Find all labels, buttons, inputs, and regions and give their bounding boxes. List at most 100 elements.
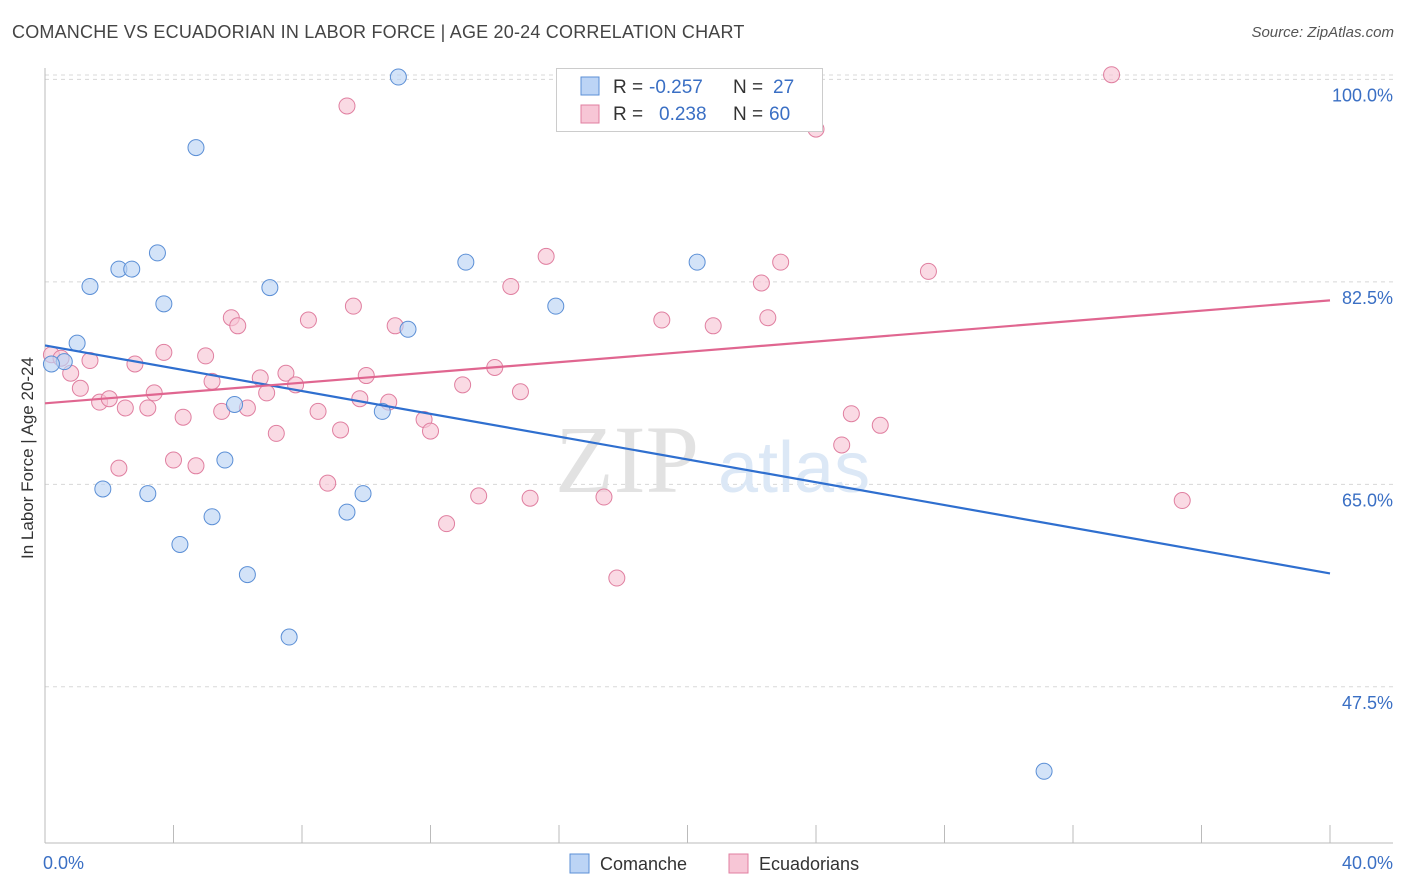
x-tick-label-min: 0.0% — [43, 853, 84, 873]
ecuadorians-point-32 — [344, 297, 362, 315]
ecuadorians-point-24 — [267, 424, 285, 442]
source-label: Source: ZipAtlas.com — [1251, 24, 1394, 41]
comanche-points — [42, 68, 1053, 780]
y-tick-label-1: 65.0% — [1342, 490, 1393, 510]
ecuadorians-point-47 — [595, 488, 613, 506]
ecuadorians-point-51 — [752, 274, 770, 292]
watermark-zip: ZIP — [555, 406, 699, 513]
ecuadorians-point-27 — [299, 311, 317, 329]
ecuadorians-point-53 — [772, 253, 790, 271]
ecuadorians-point-28 — [309, 402, 327, 420]
ecuadorians-point-9 — [126, 355, 144, 373]
ecuadorians-point-29 — [319, 474, 337, 492]
ecuadorians-point-38 — [422, 422, 439, 440]
comanche-point-9 — [171, 535, 189, 553]
comanche-point-10 — [187, 139, 205, 157]
ecuadorian-points — [42, 66, 1191, 587]
ecuadorians-point-40 — [454, 376, 472, 394]
legend-r-label-1: R = — [613, 77, 643, 98]
series-swatch-ecuadorians — [728, 853, 749, 874]
legend-swatch-ecuadorians — [580, 104, 600, 124]
ecuadorians-point-10 — [139, 399, 157, 417]
ecuadorians-point-44 — [511, 383, 529, 401]
x-tick-labels: 0.0% 40.0% — [43, 853, 1393, 873]
ecuadorians-point-45 — [521, 489, 539, 507]
legend-n-value-2: 60 — [769, 104, 790, 125]
comanche-point-26 — [42, 355, 60, 373]
comanche-point-14 — [238, 566, 256, 584]
series-label-ecuadorians: Ecuadorians — [759, 854, 859, 874]
comanche-point-20 — [389, 68, 407, 86]
ecuadorians-point-41 — [470, 487, 488, 505]
comanche-trend-line — [44, 344, 1331, 575]
ecuadorians-point-3 — [71, 379, 89, 397]
ecuadorians-point-50 — [704, 317, 722, 335]
y-tick-label-3: 100.0% — [1332, 85, 1393, 105]
comanche-point-11 — [203, 508, 221, 526]
axes — [44, 68, 1393, 844]
comanche-point-5 — [123, 260, 141, 278]
comanche-point-6 — [139, 485, 157, 503]
ecuadorians-point-48 — [608, 569, 626, 587]
ecuadorians-point-16 — [197, 347, 215, 365]
ecuadorians-point-14 — [174, 408, 192, 426]
y-tick-labels: 47.5% 65.0% 82.5% 100.0% — [1332, 85, 1393, 712]
ecuadorians-point-12 — [155, 343, 173, 361]
comanche-point-8 — [155, 295, 173, 313]
ecuadorians-point-49 — [653, 311, 671, 329]
comanche-point-15 — [261, 279, 279, 297]
ecuadorians-point-60 — [1173, 492, 1191, 510]
comanche-point-18 — [354, 485, 372, 503]
x-tick-label-max: 40.0% — [1342, 853, 1393, 873]
trend-lines — [44, 299, 1331, 575]
series-swatch-comanche — [569, 853, 590, 874]
comanche-point-16 — [280, 628, 298, 646]
legend-r-value-2: 0.238 — [659, 104, 707, 125]
legend-n-value-1: 27 — [773, 77, 794, 98]
comanche-point-12 — [216, 451, 234, 469]
comanche-point-13 — [226, 395, 244, 413]
ecuadorians-point-15 — [187, 457, 205, 475]
comanche-point-19 — [373, 402, 391, 420]
correlation-legend: R = -0.257 N = 27 R = 0.238 N = 60 — [556, 68, 823, 132]
ecuadorians-point-56 — [842, 405, 860, 423]
ecuadorians-trend-line — [44, 299, 1331, 405]
comanche-point-25 — [1035, 762, 1053, 780]
series-label-comanche: Comanche — [600, 854, 687, 874]
ecuadorians-point-57 — [871, 416, 889, 434]
comanche-point-17 — [338, 503, 356, 521]
comanche-point-21 — [399, 320, 417, 338]
chart-title: COMANCHE VS ECUADORIAN IN LABOR FORCE | … — [12, 22, 745, 42]
ecuadorians-point-25 — [277, 364, 295, 382]
comanche-point-1 — [68, 334, 86, 352]
legend-r-value-1: -0.257 — [649, 77, 703, 98]
ecuadorians-point-46 — [537, 247, 555, 265]
legend-n-label-1: N = — [733, 77, 763, 98]
comanche-point-3 — [94, 480, 112, 498]
ecuadorians-point-34 — [357, 367, 375, 385]
ecuadorians-point-23 — [258, 384, 276, 402]
comanche-point-22 — [457, 253, 475, 271]
ecuadorians-point-55 — [833, 436, 851, 454]
ecuadorians-point-58 — [919, 262, 937, 280]
ecuadorians-point-33 — [351, 390, 369, 408]
legend-r-label-2: R = — [613, 104, 643, 125]
ecuadorians-point-8 — [116, 399, 134, 417]
legend-swatch-comanche — [580, 76, 600, 96]
y-axis-label: In Labor Force | Age 20-24 — [18, 357, 37, 559]
ecuadorians-point-30 — [332, 421, 350, 439]
comanche-point-7 — [148, 244, 166, 262]
legend-n-label-2: N = — [733, 104, 763, 125]
ecuadorians-point-20 — [229, 317, 247, 335]
ecuadorians-point-39 — [438, 515, 456, 533]
comanche-point-24 — [688, 253, 706, 271]
ecuadorians-point-43 — [502, 277, 520, 295]
ecuadorians-point-52 — [759, 309, 777, 327]
comanche-point-2 — [81, 277, 99, 295]
y-tick-label-0: 47.5% — [1342, 693, 1393, 713]
ecuadorians-point-31 — [338, 97, 356, 115]
ecuadorians-point-11 — [145, 384, 163, 402]
comanche-point-23 — [547, 297, 565, 315]
series-legend: Comanche Ecuadorians — [0, 852, 1406, 876]
